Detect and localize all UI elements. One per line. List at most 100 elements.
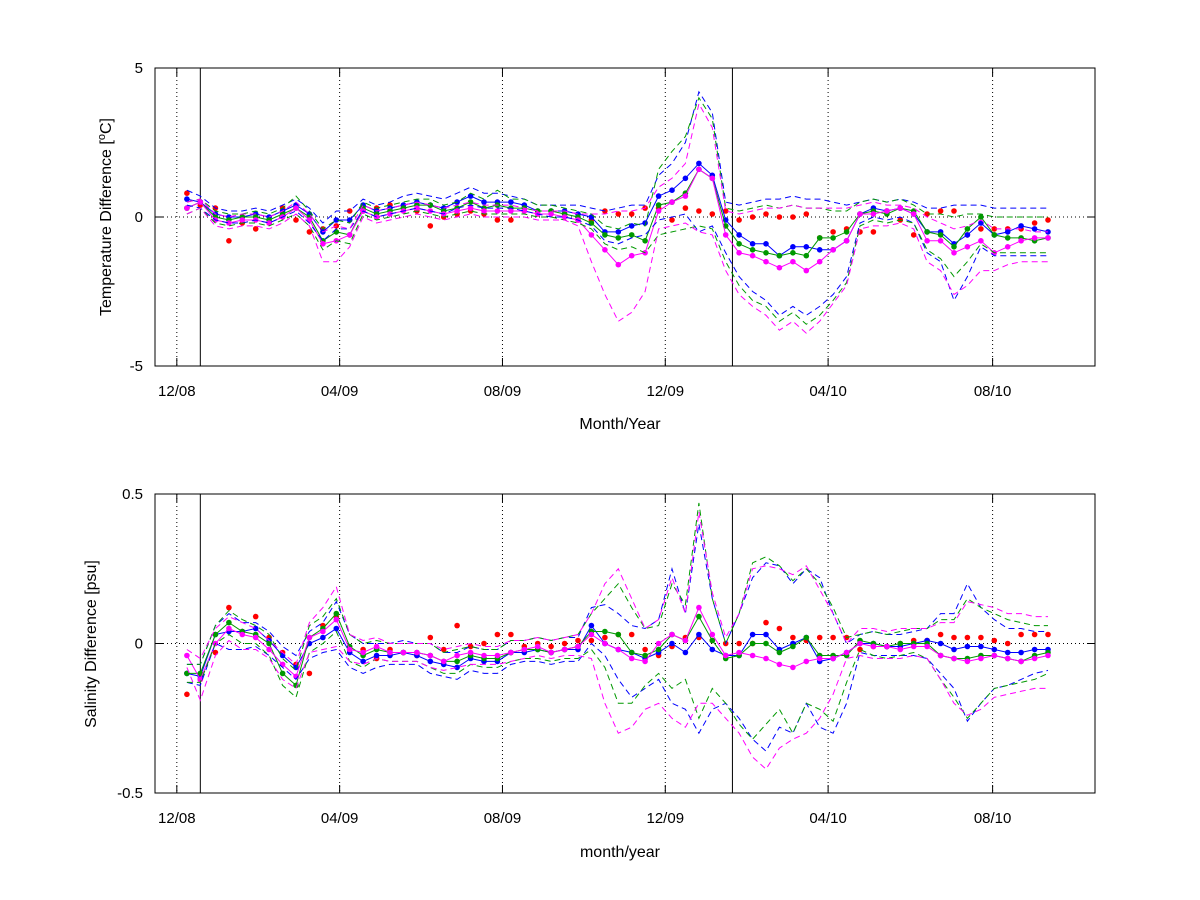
- salinity-x-tick-label: 12/09: [647, 810, 685, 827]
- temperature-series-observed-point: [615, 211, 622, 217]
- temperature-series-magenta-mean-point: [951, 250, 957, 256]
- salinity-series-green-mean-point: [266, 640, 272, 647]
- salinity-series-magenta-mean-point: [857, 640, 863, 647]
- temperature-series-magenta-mean-point: [669, 199, 675, 205]
- salinity-series-magenta-mean-point: [655, 640, 662, 647]
- salinity-series-magenta-mean-point: [991, 652, 998, 659]
- salinity-series-blue-mean-point: [1004, 649, 1011, 656]
- salinity-series-blue-mean-point: [279, 652, 286, 659]
- temperature-series-blue-mean-point: [481, 199, 487, 205]
- salinity-series-green-mean-point: [642, 652, 648, 659]
- temperature-series-green-mean-point: [333, 229, 340, 235]
- salinity-series-observed-point: [508, 631, 514, 638]
- salinity-series-observed-point: [575, 637, 581, 644]
- salinity-series-blue-lower-line: [186, 642, 1049, 752]
- salinity-series-magenta-mean-point: [642, 658, 648, 665]
- salinity-x-axis-label: month/year: [580, 844, 661, 861]
- salinity-series-green-upper-line: [186, 502, 1048, 672]
- salinity-series-magenta-mean-point: [1018, 658, 1024, 665]
- salinity-series-magenta-mean-point: [521, 646, 528, 653]
- temperature-series-observed-point: [1031, 220, 1038, 226]
- salinity-series-green-mean-point: [212, 631, 219, 638]
- salinity-series-magenta-mean-point: [320, 628, 326, 635]
- temperature-series-blue-mean-point: [736, 232, 742, 238]
- salinity-series-observed-point: [790, 634, 796, 641]
- temperature-series-magenta-mean-point: [924, 238, 930, 244]
- temperature-series-magenta-mean-point: [266, 220, 272, 226]
- temperature-series-observed-point: [870, 229, 877, 235]
- salinity-series-blue-mean-point: [978, 643, 984, 650]
- salinity-series-observed-point: [467, 643, 474, 650]
- temperature-series-observed-point: [669, 217, 675, 223]
- salinity-series-observed-point: [1004, 640, 1011, 647]
- salinity-series-blue-mean-point: [682, 649, 689, 656]
- salinity-series-magenta-mean-point: [722, 652, 729, 659]
- salinity-series-observed-point: [481, 640, 487, 647]
- salinity-series-blue-mean-point: [696, 631, 702, 638]
- temperature-series-observed-point: [790, 214, 796, 220]
- salinity-series-magenta-mean-point: [494, 652, 501, 659]
- salinity-y-tick-label: 0: [135, 636, 143, 653]
- temperature-series-magenta-mean-point: [508, 208, 514, 214]
- salinity-series-blue-mean-point: [1018, 649, 1024, 656]
- salinity-series-blue-mean-point: [709, 646, 716, 653]
- temperature-series-magenta-mean-point: [481, 208, 487, 214]
- temperature-series-observed-point: [951, 208, 957, 214]
- salinity-series-magenta-mean-point: [360, 649, 366, 656]
- temperature-series-observed-point: [978, 226, 984, 232]
- temperature-panel: 5 0 -5 12/08 04/09 08/09 12/09 04/10 08/10: [130, 60, 1096, 400]
- salinity-series-observed-point: [1018, 631, 1024, 638]
- temperature-series-blue-mean-point: [669, 187, 675, 193]
- temperature-series-green-mean-point: [642, 238, 648, 244]
- salinity-series-magenta-mean-point: [279, 661, 286, 668]
- temperature-series-green-mean-point: [978, 214, 984, 220]
- temperature-series-magenta-mean-point: [696, 166, 702, 173]
- salinity-series-magenta-mean-point: [1004, 655, 1011, 662]
- temperature-series-magenta-mean-point: [776, 264, 783, 271]
- salinity-series-magenta-mean-point: [184, 652, 190, 659]
- salinity-series-magenta-mean-point: [373, 643, 380, 650]
- salinity-series-blue-upper-line: [186, 523, 1048, 665]
- temperature-series-green-mean-point: [924, 229, 930, 235]
- salinity-series-observed-point: [951, 634, 957, 641]
- temperature-series-observed-point: [776, 214, 783, 220]
- temperature-series-observed-point: [910, 232, 917, 238]
- salinity-series-observed-point: [212, 649, 219, 656]
- salinity-series-observed-point: [440, 646, 447, 653]
- salinity-series-blue-mean-point: [333, 625, 340, 632]
- salinity-y-tick-label: 0.5: [122, 486, 143, 503]
- temperature-x-axis-label: Month/Year: [579, 416, 661, 433]
- temperature-series-magenta-mean-point: [843, 238, 850, 244]
- salinity-series-green-lower-line: [186, 630, 1049, 740]
- temperature-series-green-mean-point: [937, 232, 944, 238]
- temperature-series-magenta-mean-point: [897, 205, 904, 211]
- temperature-series-observed-point: [184, 190, 190, 196]
- temperature-series-blue-mean-point: [763, 241, 769, 247]
- temperature-series-blue-mean-point: [628, 223, 635, 229]
- salinity-series-observed-point: [306, 670, 313, 677]
- salinity-series-magenta-mean-point: [682, 637, 689, 644]
- salinity-series-green-mean-point: [803, 634, 810, 641]
- temperature-series-green-mean-point: [615, 235, 622, 241]
- temperature-x-tick-label: 12/09: [647, 383, 685, 400]
- salinity-series-magenta-mean-point: [628, 655, 635, 662]
- salinity-series-blue-mean-point: [320, 634, 326, 641]
- salinity-series-magenta-mean-point: [427, 652, 434, 659]
- salinity-series-magenta-mean-point: [870, 643, 877, 650]
- temperature-series-observed-point: [722, 208, 729, 214]
- salinity-series-magenta-mean-point: [440, 658, 447, 665]
- salinity-series-magenta-lower-line: [186, 639, 1048, 770]
- temperature-series-magenta-mean-point: [467, 205, 474, 211]
- salinity-series-green-mean-point: [763, 640, 769, 647]
- temperature-series-blue-mean-point: [615, 229, 622, 235]
- temperature-series-observed-point: [252, 226, 259, 232]
- salinity-series-magenta-mean-point: [387, 649, 393, 656]
- temperature-series-green-upper-line: [186, 96, 1048, 230]
- temperature-y-tick-label: 0: [135, 209, 143, 226]
- salinity-series-green-mean-point: [655, 646, 662, 653]
- temperature-series-magenta-mean-point: [226, 220, 232, 226]
- salinity-series-magenta-mean-point: [776, 661, 783, 668]
- salinity-series-blue-mean-point: [991, 646, 998, 653]
- temperature-series-magenta-mean-point: [736, 250, 742, 256]
- salinity-series-green-mean-point: [226, 619, 232, 626]
